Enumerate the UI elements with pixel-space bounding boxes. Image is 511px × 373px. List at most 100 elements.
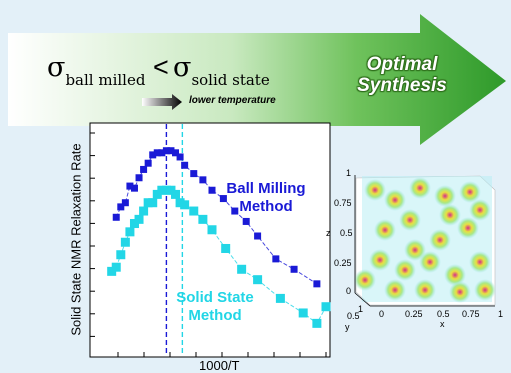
- chart-dashed-lines: [165, 124, 184, 356]
- chart-point-2-25: [298, 308, 308, 318]
- chart-point-2-8: [139, 206, 149, 216]
- lower-temperature-arrow: [142, 94, 182, 110]
- chart-x-ticks: [117, 352, 327, 357]
- density-z-tick-05: 0.5: [340, 228, 353, 238]
- density-y-tick-05: 0.5: [347, 311, 360, 321]
- density-z-tick-0: 0: [346, 286, 352, 296]
- chart-point-1-22: [242, 217, 250, 225]
- optimal-text: Optimal: [366, 54, 438, 75]
- chart-point-1-3: [121, 199, 129, 207]
- chart-point-1-13: [167, 147, 175, 155]
- chart-point-1-17: [190, 170, 198, 178]
- density-blob-16: [414, 279, 436, 301]
- chart-point-2-26: [312, 318, 322, 328]
- sigma-solid-state: σsolid state: [173, 52, 270, 89]
- chart-y-ticks: [90, 132, 95, 337]
- optimal-synthesis-arrow: [8, 14, 506, 145]
- chart-point-2-22: [237, 264, 247, 274]
- chart-point-2-16: [175, 198, 185, 208]
- synthesis-text: Synthesis: [357, 75, 447, 96]
- density-x-tick-05: 0.5: [437, 309, 450, 319]
- ball-milling-label-line1: Ball Milling: [226, 180, 306, 197]
- density-blob-1: [364, 179, 386, 201]
- chart-point-2-15: [171, 189, 181, 199]
- density-blob-5: [459, 181, 481, 203]
- chart-point-2-4: [120, 237, 130, 247]
- density-y-tick-1: 1: [358, 304, 364, 314]
- density-blob-22: [404, 239, 426, 261]
- chart-point-2-5: [125, 227, 135, 237]
- density-blob-18: [474, 279, 496, 301]
- density-x-tick-075: 0.75: [462, 309, 480, 319]
- chart-point-1-1: [112, 213, 120, 221]
- density-y-axis: [354, 292, 371, 307]
- chart-point-1-19: [208, 186, 216, 194]
- chart-y-axis-label: Solid State NMR Relaxation Rate: [68, 143, 84, 336]
- sigma-ball-milled: σball milled: [47, 52, 146, 89]
- chart-point-1-15: [176, 153, 184, 161]
- density-blob-12: [419, 251, 441, 273]
- solid-state-label-line2: Method: [188, 307, 242, 324]
- density-blob-3: [409, 177, 431, 199]
- chart-point-1-25: [290, 265, 298, 273]
- chart-point-1-26: [313, 280, 321, 288]
- density-blob-13: [444, 264, 466, 286]
- chart-point-2-7: [134, 214, 144, 224]
- chart-point-1-23: [254, 232, 262, 240]
- chart-point-1-10: [153, 149, 161, 157]
- density-blob-17: [449, 281, 471, 303]
- chart-point-2-17: [180, 200, 190, 210]
- density-blob-7: [399, 209, 421, 231]
- chart-series: [107, 147, 331, 328]
- chart-point-1-18: [199, 176, 207, 184]
- density-isosurface-plot: [354, 175, 496, 307]
- optimal-synthesis-label: Optimal Synthesis: [352, 54, 452, 96]
- chart-point-2-14: [166, 185, 176, 195]
- chart-point-1-16: [181, 161, 189, 169]
- ball-milling-label-line2: Method: [239, 198, 293, 215]
- chart-point-2-1: [107, 266, 117, 276]
- density-blob-6: [374, 219, 396, 241]
- density-blob-2: [384, 189, 406, 211]
- chart-point-2-13: [161, 185, 171, 195]
- density-x-tick-0: 0: [379, 309, 385, 319]
- chart-point-2-24: [275, 293, 285, 303]
- density-blob-19: [354, 269, 376, 291]
- ball-milling-method-label: Ball Milling Method: [206, 180, 326, 216]
- chart-point-2-21: [221, 243, 231, 253]
- chart-point-2-19: [198, 214, 208, 224]
- chart-point-1-12: [162, 147, 170, 155]
- density-blob-10: [369, 249, 391, 271]
- density-z-tick-075: 0.75: [334, 198, 352, 208]
- chart-point-2-2: [111, 262, 121, 272]
- density-blob-4: [434, 185, 456, 207]
- chart-point-2-3: [116, 250, 126, 260]
- chart-point-1-2: [117, 203, 125, 211]
- density-y-label: y: [345, 322, 350, 332]
- chart-point-1-9: [149, 151, 157, 159]
- less-than-sign: <: [153, 52, 169, 82]
- chart-point-1-6: [135, 174, 143, 182]
- solid-state-label-line1: Solid State: [176, 289, 254, 306]
- chart-point-2-18: [189, 206, 199, 216]
- chart-point-2-10: [148, 198, 158, 208]
- density-blob-20: [469, 199, 491, 221]
- density-x-tick-1: 1: [498, 309, 504, 319]
- chart-point-1-11: [158, 149, 166, 157]
- density-blob-14: [469, 251, 491, 273]
- chart-x-axis-label: 1000/T: [199, 358, 240, 373]
- chart-point-1-4: [126, 182, 134, 190]
- density-blob-11: [394, 259, 416, 281]
- density-blob-21: [439, 204, 461, 226]
- chart-point-2-9: [143, 198, 153, 208]
- chart-point-1-21: [231, 207, 239, 215]
- lower-temperature-label: lower temperature: [189, 95, 276, 106]
- density-blob-15: [384, 279, 406, 301]
- chart-point-2-12: [157, 185, 167, 195]
- chart-point-2-6: [129, 219, 139, 229]
- density-blob-9: [457, 217, 479, 239]
- chart-point-1-8: [144, 159, 152, 167]
- chart-plot-area: [89, 122, 331, 358]
- density-blob-8: [429, 229, 451, 251]
